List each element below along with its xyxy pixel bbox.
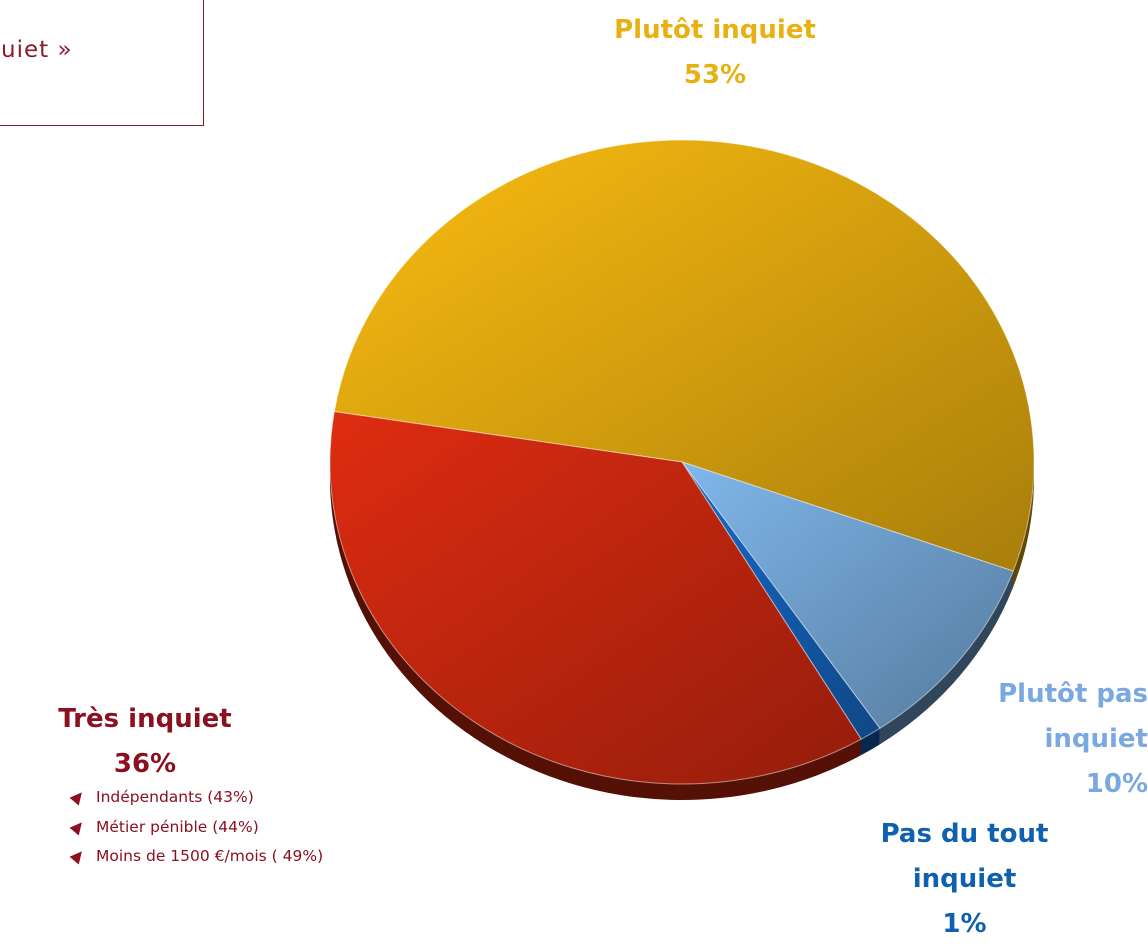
slice-label: Plutôt pas inquiet 10% — [966, 672, 1148, 807]
category-label: Pas du tout inquiet — [880, 819, 1049, 894]
annotation: Indépendants (43%) — [72, 783, 323, 813]
annotations: Indépendants (43%) Métier pénible (44%) Mo… — [72, 783, 323, 872]
title-box: uiet » — [0, 0, 204, 126]
value-label: 53% — [683, 60, 747, 90]
slice-label: Plutôt inquiet 53% — [565, 8, 865, 98]
annotation: Moins de 1500 €/mois ( 49%) — [72, 842, 323, 872]
value-label: 10% — [1085, 769, 1148, 799]
title: uiet » — [1, 37, 73, 63]
slice — [333, 139, 1035, 572]
value-label: 36% — [113, 749, 177, 779]
slice — [680, 461, 1014, 729]
value-label: 1% — [942, 909, 987, 939]
annotation: Métier pénible (44%) — [72, 813, 323, 843]
category-label: Plutôt inquiet — [614, 15, 816, 45]
slice-label: Très inquiet 36% — [40, 697, 250, 787]
slice-label: Pas du tout inquiet 1% — [862, 812, 1067, 947]
category-label: Très inquiet — [58, 704, 232, 734]
category-label: Plutôt pas inquiet — [998, 679, 1148, 754]
slice — [329, 411, 862, 785]
